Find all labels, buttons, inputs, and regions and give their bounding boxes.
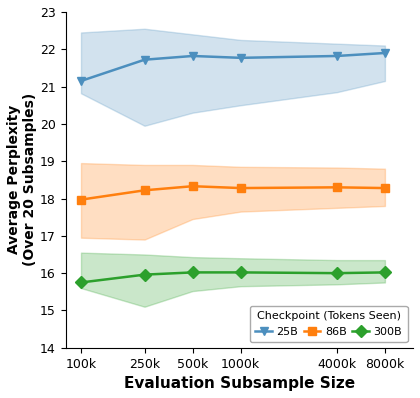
- 300B: [383, 270, 388, 275]
- 86B: [334, 185, 339, 190]
- Legend: 25B, 86B, 300B: 25B, 86B, 300B: [250, 306, 407, 342]
- Line: 86B: 86B: [77, 182, 389, 204]
- 86B: [383, 186, 388, 191]
- 25B: [79, 78, 84, 83]
- X-axis label: Evaluation Subsample Size: Evaluation Subsample Size: [124, 376, 355, 391]
- 300B: [334, 271, 339, 275]
- 86B: [79, 197, 84, 202]
- 86B: [142, 188, 147, 193]
- 25B: [190, 54, 195, 59]
- Y-axis label: Average Perplexity
(Over 20 Subsamples): Average Perplexity (Over 20 Subsamples): [7, 93, 37, 267]
- 300B: [190, 270, 195, 275]
- Line: 25B: 25B: [77, 49, 389, 85]
- 86B: [190, 184, 195, 189]
- 25B: [334, 54, 339, 59]
- 25B: [238, 55, 243, 60]
- Line: 300B: 300B: [77, 268, 389, 287]
- 25B: [142, 57, 147, 62]
- 86B: [238, 186, 243, 191]
- 300B: [79, 280, 84, 285]
- 300B: [142, 272, 147, 277]
- 300B: [238, 270, 243, 275]
- 25B: [383, 51, 388, 55]
